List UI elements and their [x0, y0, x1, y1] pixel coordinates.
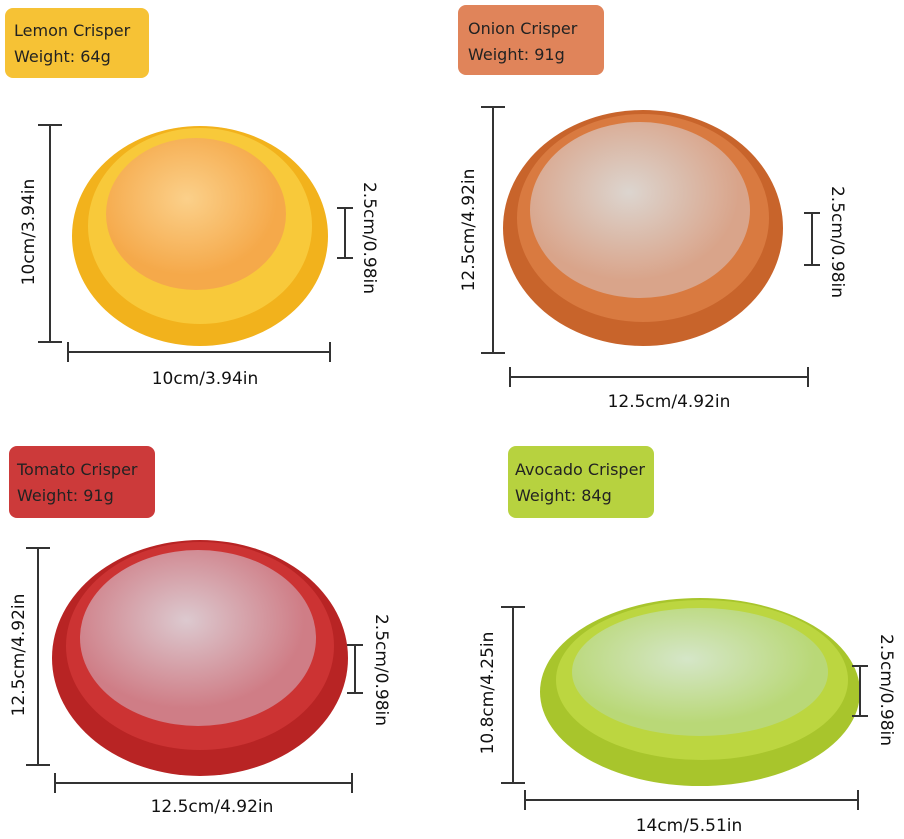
label-box — [5, 8, 149, 78]
dim-line — [509, 367, 809, 387]
item-weight: Weight: 91g — [468, 45, 565, 64]
item-weight: Weight: 91g — [17, 486, 114, 505]
item-name: Tomato Crisper — [16, 460, 138, 479]
dim-line — [337, 207, 353, 259]
width-label: 12.5cm/4.92in — [608, 392, 731, 412]
height-label: 12.5cm/4.92in — [9, 594, 29, 717]
height-label: 10.8cm/4.25in — [478, 632, 498, 755]
crisper-film — [572, 608, 828, 736]
item-weight: Weight: 84g — [515, 486, 612, 505]
width-label: 12.5cm/4.92in — [151, 797, 274, 817]
dim-line — [347, 644, 363, 694]
depth-label: 2.5cm/0.98in — [371, 614, 391, 726]
height-label: 12.5cm/4.92in — [459, 169, 479, 292]
label-box — [508, 446, 654, 518]
lemon-panel: Lemon Crisper Weight: 64g 10cm/3.94in 2.… — [5, 8, 379, 389]
dim-line — [38, 124, 62, 343]
label-box — [9, 446, 155, 518]
dim-line — [524, 790, 859, 810]
dim-line — [852, 665, 868, 717]
item-weight: Weight: 64g — [14, 47, 111, 66]
crisper-film — [80, 550, 316, 726]
item-name: Lemon Crisper — [14, 21, 131, 40]
dim-line — [481, 106, 505, 354]
dim-line — [67, 342, 331, 362]
depth-label: 2.5cm/0.98in — [876, 634, 896, 746]
dim-line — [54, 773, 353, 793]
tomato-panel: Tomato Crisper Weight: 91g 12.5cm/4.92in… — [9, 446, 391, 817]
width-label: 14cm/5.51in — [636, 816, 743, 836]
onion-panel: Onion Crisper Weight: 91g 12.5cm/4.92in … — [458, 5, 847, 412]
crisper-film — [106, 138, 286, 290]
label-box — [458, 5, 604, 75]
dim-line — [501, 606, 525, 784]
width-label: 10cm/3.94in — [152, 369, 259, 389]
depth-label: 2.5cm/0.98in — [827, 186, 847, 298]
dim-line — [804, 212, 820, 266]
height-label: 10cm/3.94in — [19, 179, 39, 286]
crisper-film — [530, 122, 750, 298]
item-name: Avocado Crisper — [515, 460, 645, 479]
item-name: Onion Crisper — [468, 19, 578, 38]
depth-label: 2.5cm/0.98in — [359, 182, 379, 294]
dim-line — [26, 547, 50, 766]
avocado-panel: Avocado Crisper Weight: 84g 10.8cm/4.25i… — [478, 446, 896, 836]
